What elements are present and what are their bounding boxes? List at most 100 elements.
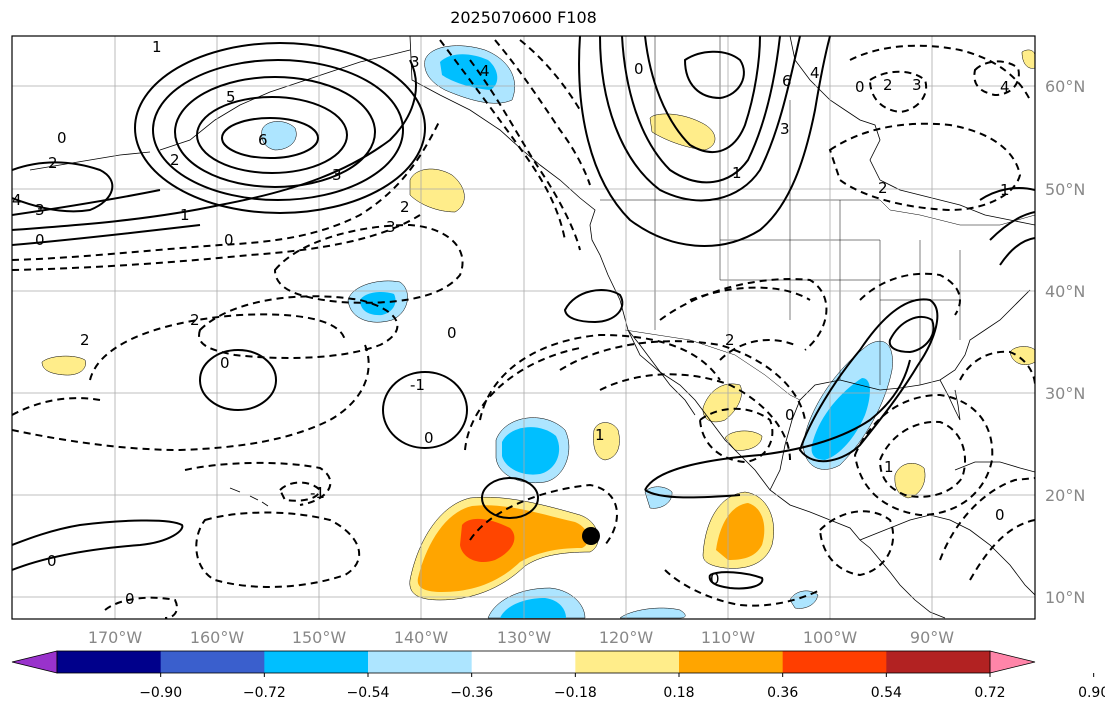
contour-line [644, 36, 761, 154]
colorbar-segment [471, 651, 576, 673]
colorbar-segment [575, 651, 680, 673]
contour-label: 0 [634, 60, 644, 78]
colorbar-segment [368, 651, 473, 673]
warm-shading [1009, 346, 1035, 365]
contour-label: 2 [170, 151, 180, 169]
warm-shading [649, 113, 716, 151]
gridlines [12, 36, 1035, 619]
map-title: 2025070600 F108 [450, 8, 597, 27]
contour-label: -1 [410, 376, 425, 394]
contour-line [563, 289, 624, 324]
contour-label: 3 [35, 201, 45, 219]
contour-label: 2 [48, 154, 58, 172]
colorbar-tick-label: 0.72 [974, 685, 1005, 701]
contour-line [199, 349, 277, 411]
contour-label: 5 [226, 88, 236, 106]
contour-line [12, 59, 417, 231]
contour-line [578, 36, 831, 247]
cold-shading [644, 486, 673, 509]
contour-line [481, 477, 539, 519]
contour-line [469, 483, 618, 546]
contour-line [798, 298, 939, 463]
contour-label: 3 [780, 120, 790, 138]
contour-line [939, 477, 1035, 561]
lat-label: 60°N [1045, 77, 1085, 96]
lat-label: 30°N [1045, 384, 1085, 403]
colorbar-frame [56, 650, 991, 674]
contour-line [278, 481, 322, 502]
contour-label: 6 [258, 131, 268, 149]
contour-label: 3 [386, 218, 396, 236]
contour-label: 4 [480, 62, 490, 80]
warm-shading [1021, 49, 1035, 69]
colorbar-extend-left [11, 650, 58, 674]
contour-label: 2 [400, 198, 410, 216]
contour-line [719, 339, 796, 361]
contour-labels: 0 0 0 0 0 0 0 0 0 0 0 0 0 1 1 1 1 1 1 2 … [12, 38, 1010, 608]
cold-shading [261, 121, 297, 151]
colorbar-tick-label: −0.72 [243, 685, 286, 701]
contour-line [198, 295, 399, 359]
contour-line [828, 122, 1022, 212]
contour-label: 0 [125, 590, 135, 608]
colorbar-tick-label: 0.36 [767, 685, 798, 701]
lon-label: 110°W [701, 628, 756, 647]
lat-labels: 60°N 50°N 40°N 30°N 20°N 10°N [1045, 77, 1085, 607]
contour-line [464, 347, 581, 451]
contour-line [221, 117, 319, 159]
colorbar: −0.90 −0.72 −0.54 −0.36 −0.18 0.18 0.36 0.54 0.7… [11, 650, 1105, 701]
cold-shading [500, 598, 566, 618]
lon-label: 160°W [190, 628, 245, 647]
positive-contours [12, 36, 1035, 590]
colorbar-segment [886, 651, 991, 673]
contour-line [196, 96, 348, 174]
contour-line [708, 571, 764, 590]
colorbar-tick-label: 0.18 [663, 685, 694, 701]
contour-label: 0 [447, 324, 457, 342]
contour-line [969, 519, 1035, 581]
lon-label: 170°W [88, 628, 143, 647]
contour-label: 4 [1000, 78, 1010, 96]
cold-shading [619, 607, 686, 619]
contour-label: 0 [57, 129, 67, 147]
contour-line [599, 373, 791, 461]
colorbar-tick-label: −0.18 [554, 685, 597, 701]
contour-line [859, 272, 961, 316]
cold-shading [502, 427, 560, 475]
contour-line [12, 119, 441, 261]
cold-shading [360, 292, 396, 316]
cold-shading [811, 378, 870, 460]
us-canada-border [600, 199, 1035, 226]
contour-label: 1 [180, 206, 190, 224]
warm-shading [593, 422, 620, 461]
colorbar-segment [57, 651, 162, 673]
contour-line [439, 39, 566, 241]
colorbar-segment [160, 651, 265, 673]
contour-line [599, 36, 801, 202]
contour-label: 6 [782, 72, 792, 90]
contour-label: 3 [410, 53, 420, 71]
storm-center-dot [582, 527, 600, 545]
contour-line [152, 59, 404, 201]
contour-label: 0 [710, 570, 720, 588]
lat-label: 40°N [1045, 282, 1085, 301]
warm-shading [41, 355, 86, 376]
contour-label: 0 [995, 506, 1005, 524]
contour-label: 4 [810, 64, 820, 82]
contour-label: 2 [80, 331, 90, 349]
contour-label: 1 [1000, 181, 1010, 199]
contour-line [959, 350, 1035, 386]
contour-line [853, 393, 994, 517]
contour-label: 0 [785, 406, 795, 424]
gulf-coast [769, 289, 1031, 491]
contour-label: 1 [884, 458, 894, 476]
contour-label: 0 [224, 231, 234, 249]
colorbar-segment [782, 651, 887, 673]
cold-shading [440, 54, 498, 90]
colorbar-tick-label: −0.36 [450, 685, 493, 701]
warm-shading [724, 430, 763, 451]
contour-line [689, 286, 811, 301]
central-america [859, 514, 1035, 596]
contour-line [382, 371, 468, 449]
